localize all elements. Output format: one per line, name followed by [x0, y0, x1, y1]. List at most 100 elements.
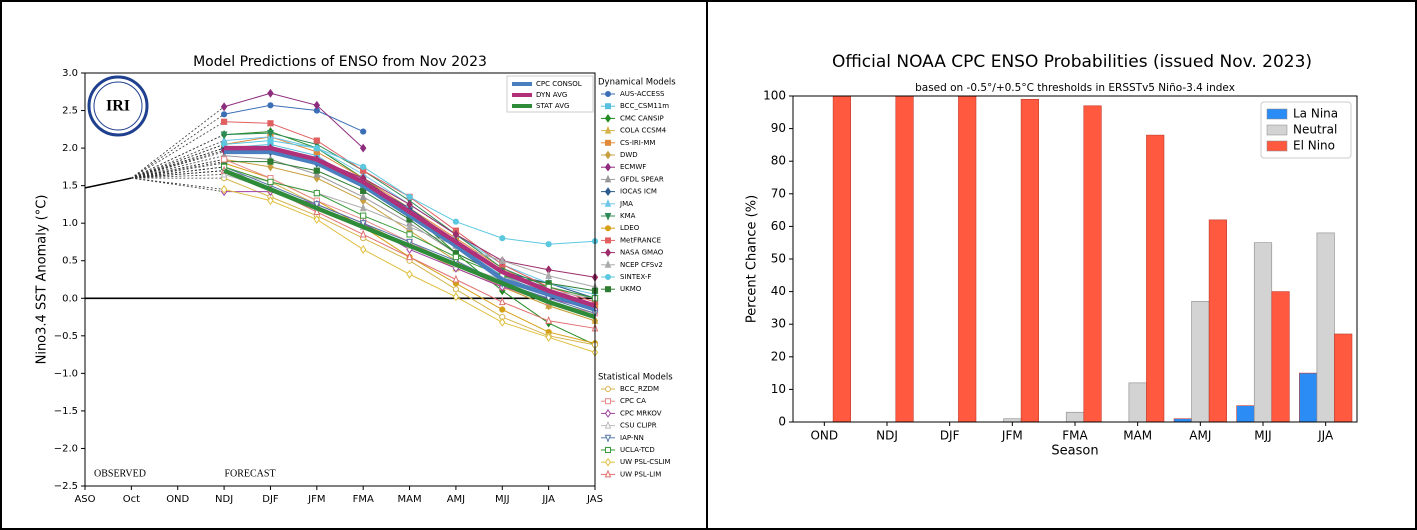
marker	[605, 274, 611, 280]
marker	[220, 184, 228, 194]
x-tick-label: DJF	[940, 429, 960, 443]
marker	[605, 139, 611, 146]
x-tick-label: JAS	[586, 494, 603, 505]
marker	[604, 248, 612, 257]
y-axis-label: Percent Chance (%)	[745, 195, 760, 323]
marker	[220, 118, 228, 125]
logo-ring	[87, 75, 149, 137]
x-tick-label: MAM	[397, 494, 421, 505]
legend-label: UW PSL-LIM	[620, 470, 661, 478]
bar	[832, 95, 851, 423]
marker	[452, 253, 460, 261]
legend-label: COLA CCSM4	[620, 127, 667, 135]
legend-label: El Nino	[1293, 139, 1335, 153]
marker	[499, 317, 506, 327]
marker	[313, 201, 321, 210]
marker	[360, 163, 367, 170]
marker	[267, 158, 274, 165]
legend-label: STAT AVG	[536, 102, 569, 110]
marker	[313, 144, 320, 152]
legend-swatch	[1266, 108, 1288, 120]
connector	[131, 170, 225, 179]
y-tick-label: −1.5	[54, 406, 78, 417]
y-tick-label: 100	[763, 89, 786, 103]
x-tick-label: OND	[810, 429, 838, 443]
marker	[359, 203, 367, 212]
marker	[220, 131, 228, 140]
legend-label: CPC CONSOL	[536, 80, 582, 88]
connector	[131, 143, 225, 179]
marker	[406, 222, 413, 231]
marker	[267, 178, 274, 185]
marker	[604, 409, 612, 418]
marker	[545, 241, 552, 248]
marker	[605, 91, 611, 97]
marker	[359, 220, 367, 229]
marker	[452, 229, 460, 239]
marker	[545, 270, 552, 279]
x-tick-label: JFM	[1001, 429, 1023, 443]
marker	[220, 111, 228, 118]
marker	[313, 190, 320, 197]
legend-label: CS-IRI-MM	[620, 139, 655, 147]
bar	[1065, 411, 1085, 423]
y-tick-label: 1.0	[62, 218, 78, 229]
y-tick-label: 0.5	[62, 256, 78, 267]
marker	[220, 102, 228, 112]
x-tick-label: AMJ	[447, 494, 465, 505]
legend-label: UW PSL-CSLIM	[620, 458, 671, 466]
series-line	[224, 149, 596, 312]
x-tick-label: NDJ	[876, 429, 898, 443]
legend-label: BCC_RZDM	[620, 385, 659, 393]
legend-label: DWD	[620, 151, 638, 159]
legend-label: AUS-ACCESS	[620, 90, 665, 98]
x-tick-label: JFM	[307, 494, 325, 505]
marker	[406, 238, 413, 247]
legend-label: CSU CLIPR	[620, 422, 657, 430]
connector	[131, 113, 225, 179]
x-tick-label: FMA	[1062, 429, 1088, 443]
y-tick-label: 60	[771, 219, 786, 233]
legend-label: La Nina	[1293, 107, 1338, 121]
connector	[131, 147, 225, 179]
marker	[605, 103, 611, 110]
connector	[131, 140, 225, 179]
marker	[604, 457, 612, 467]
marker	[360, 128, 367, 135]
marker	[313, 100, 321, 110]
legend-label: CPC MRKOV	[620, 409, 662, 417]
y-tick-label: −0.5	[54, 331, 78, 342]
chart-subtitle: based on -0.5°/+0.5°C thresholds in ERSS…	[915, 82, 1235, 94]
connector	[131, 173, 225, 179]
y-axis-label: Nino3.4 SST Anomaly (°C)	[35, 195, 50, 365]
marker	[359, 229, 367, 238]
marker	[313, 207, 321, 216]
marker	[605, 386, 611, 392]
y-tick-label: 70	[771, 186, 786, 200]
logo-ring	[93, 81, 143, 131]
marker	[604, 199, 612, 207]
x-tick-label: OND	[166, 494, 189, 505]
connector	[131, 134, 225, 179]
marker	[605, 398, 611, 405]
marker	[220, 156, 228, 163]
x-tick-label: JJA	[541, 494, 555, 505]
legend-title: Statistical Models	[598, 373, 673, 383]
marker	[604, 420, 612, 429]
marker	[604, 162, 612, 172]
series-line	[223, 168, 596, 320]
marker	[313, 137, 320, 144]
chart-title: Model Predictions of ENSO from Nov 2023	[193, 54, 487, 70]
marker	[313, 167, 320, 174]
chart-title: Official NOAA CPC ENSO Probabilities (is…	[832, 52, 1312, 72]
marker	[267, 162, 274, 172]
marker	[359, 143, 367, 153]
legend-label: KMA	[620, 212, 636, 220]
marker	[267, 102, 274, 109]
bar	[1236, 405, 1255, 423]
series-line	[223, 104, 364, 133]
y-tick-label: 1.5	[62, 181, 78, 192]
marker	[605, 447, 611, 453]
connector	[131, 134, 225, 179]
marker	[359, 245, 367, 254]
